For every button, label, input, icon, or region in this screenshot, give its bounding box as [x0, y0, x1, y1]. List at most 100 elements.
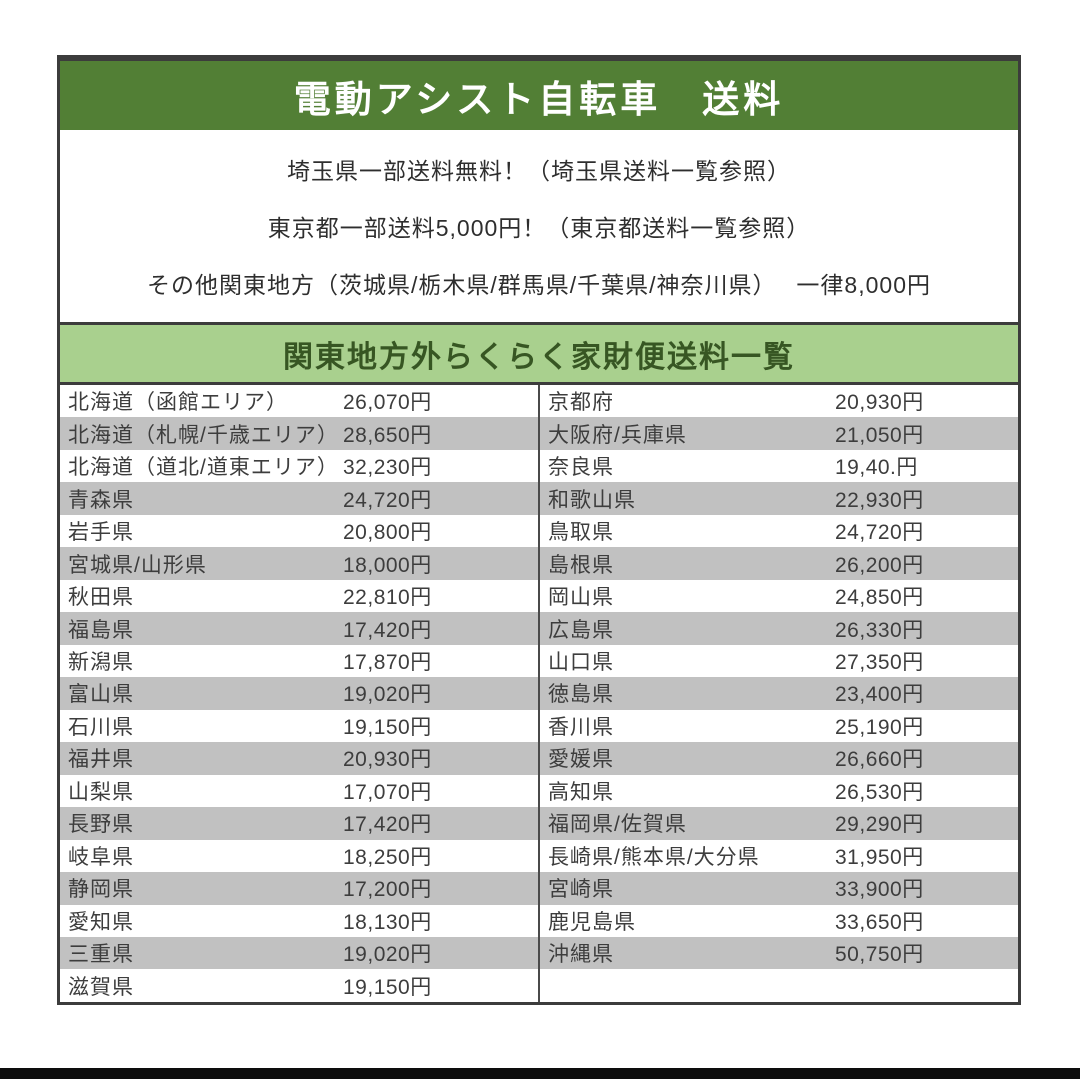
price-value: 26,070円 [343, 391, 432, 415]
prefecture-name: 高知県 [548, 780, 614, 804]
table-row: 北海道（札幌/千歳エリア） 28,650円 [60, 417, 538, 450]
table-row: 石川県 19,150円 [60, 709, 538, 743]
price-value: 24,720円 [835, 521, 924, 545]
prefecture-name: 和歌山県 [548, 488, 636, 512]
prefecture-name: 長崎県/熊本県/大分県 [548, 845, 760, 869]
notice-other-kanto: その他関東地方（茨城県/栃木県/群馬県/千葉県/神奈川県） 一律8,000円 [146, 272, 931, 299]
price-value: 19,150円 [343, 715, 432, 739]
prefecture-name: 愛知県 [68, 910, 134, 934]
table-row: 宮崎県 33,900円 [540, 872, 1018, 905]
price-value: 33,650円 [835, 910, 924, 934]
table-row: 北海道（函館エリア） 26,070円 [60, 385, 538, 418]
price-value: 19,40.円 [835, 456, 918, 480]
price-value: 33,900円 [835, 878, 924, 902]
price-value: 19,020円 [343, 943, 432, 967]
price-value: 18,250円 [343, 845, 432, 869]
notice-saitama: 埼玉県一部送料無料！（埼玉県送料一覧参照） [287, 157, 791, 184]
price-value: 26,530円 [835, 780, 924, 804]
price-value: 20,800円 [343, 521, 432, 545]
price-value: 25,190円 [835, 715, 924, 739]
prefecture-name: 北海道（函館エリア） [68, 391, 288, 415]
bottom-black-bar [0, 1068, 1080, 1079]
price-value: 22,810円 [343, 586, 432, 610]
table-row: 北海道（道北/道東エリア） 32,230円 [60, 449, 538, 483]
prefecture-name: 京都府 [548, 391, 614, 415]
prefecture-name: 長野県 [68, 813, 134, 837]
prefecture-name: 石川県 [68, 715, 134, 739]
prefecture-name: 山梨県 [68, 780, 134, 804]
prefecture-name: 青森県 [68, 488, 134, 512]
price-value: 24,850円 [835, 586, 924, 610]
table-row: 青森県 24,720円 [60, 482, 538, 515]
table-row: 山口県 27,350円 [540, 644, 1018, 678]
prefecture-name: 福島県 [68, 618, 134, 642]
table-row: 滋賀県 19,150円 [60, 969, 538, 1002]
price-value: 18,000円 [343, 553, 432, 577]
price-value: 17,420円 [343, 813, 432, 837]
page-title: 電動アシスト自転車 送料 [60, 61, 1018, 130]
price-value: 17,420円 [343, 618, 432, 642]
table-row: 岡山県 24,850円 [540, 579, 1018, 613]
table-row: 福岡県/佐賀県 29,290円 [540, 807, 1018, 840]
prefecture-name: 宮城県/山形県 [68, 553, 207, 577]
prefecture-name: 北海道（道北/道東エリア） [68, 456, 339, 480]
prefecture-name: 福井県 [68, 748, 134, 772]
prefecture-name: 鹿児島県 [548, 910, 636, 934]
price-value: 17,070円 [343, 780, 432, 804]
table-row: 山梨県 17,070円 [60, 774, 538, 808]
prefecture-name: 島根県 [548, 553, 614, 577]
table-row: 沖縄県 50,750円 [540, 936, 1018, 970]
price-value: 18,130円 [343, 910, 432, 934]
table-row: 鳥取県 24,720円 [540, 514, 1018, 548]
prefecture-name: 沖縄県 [548, 943, 614, 967]
table-row: 福井県 20,930円 [60, 742, 538, 775]
table-row: 長野県 17,420円 [60, 807, 538, 840]
prefecture-name: 岡山県 [548, 586, 614, 610]
price-value: 17,200円 [343, 878, 432, 902]
table-row: 長崎県/熊本県/大分県 31,950円 [540, 839, 1018, 873]
prefecture-name: 山口県 [548, 650, 614, 674]
price-value: 19,150円 [343, 975, 432, 999]
prefecture-name: 岩手県 [68, 521, 134, 545]
price-value: 26,660円 [835, 748, 924, 772]
prefecture-name: 静岡県 [68, 878, 134, 902]
table-row: 香川県 25,190円 [540, 709, 1018, 743]
table-row: 島根県 26,200円 [540, 547, 1018, 580]
table-row: 岐阜県 18,250円 [60, 839, 538, 873]
price-value: 17,870円 [343, 650, 432, 674]
table-row: 広島県 26,330円 [540, 612, 1018, 645]
price-value: 19,020円 [343, 683, 432, 707]
prefecture-name: 奈良県 [548, 456, 614, 480]
table-row: 静岡県 17,200円 [60, 872, 538, 905]
price-value: 23,400円 [835, 683, 924, 707]
price-value: 21,050円 [835, 423, 924, 447]
table-column-right: 京都府 20,930円 大阪府/兵庫県 21,050円 奈良県 19,40.円 … [538, 385, 1018, 1002]
price-value: 26,330円 [835, 618, 924, 642]
prefecture-name: 鳥取県 [548, 521, 614, 545]
price-value: 20,930円 [343, 748, 432, 772]
table-row: 高知県 26,530円 [540, 774, 1018, 808]
table-row: 和歌山県 22,930円 [540, 482, 1018, 515]
table-row: 岩手県 20,800円 [60, 514, 538, 548]
table-row: 三重県 19,020円 [60, 936, 538, 970]
price-value: 27,350円 [835, 650, 924, 674]
price-value: 22,930円 [835, 488, 924, 512]
prefecture-name: 滋賀県 [68, 975, 134, 999]
table-row: 奈良県 19,40.円 [540, 449, 1018, 483]
prefecture-name: 三重県 [68, 943, 134, 967]
price-value: 32,230円 [343, 456, 432, 480]
table-row: 福島県 17,420円 [60, 612, 538, 645]
price-value: 20,930円 [835, 391, 924, 415]
table-row: 愛媛県 26,660円 [540, 742, 1018, 775]
table-column-left: 北海道（函館エリア） 26,070円 北海道（札幌/千歳エリア） 28,650円… [60, 385, 538, 1002]
shipping-fee-table: 北海道（函館エリア） 26,070円 北海道（札幌/千歳エリア） 28,650円… [60, 385, 1018, 1002]
price-value: 24,720円 [343, 488, 432, 512]
table-row: 秋田県 22,810円 [60, 579, 538, 613]
table-row: 大阪府/兵庫県 21,050円 [540, 417, 1018, 450]
prefecture-name: 広島県 [548, 618, 614, 642]
prefecture-name: 岐阜県 [68, 845, 134, 869]
prefecture-name: 宮崎県 [548, 878, 614, 902]
prefecture-name: 愛媛県 [548, 748, 614, 772]
table-row: 鹿児島県 33,650円 [540, 904, 1018, 937]
prefecture-name: 富山県 [68, 683, 134, 707]
